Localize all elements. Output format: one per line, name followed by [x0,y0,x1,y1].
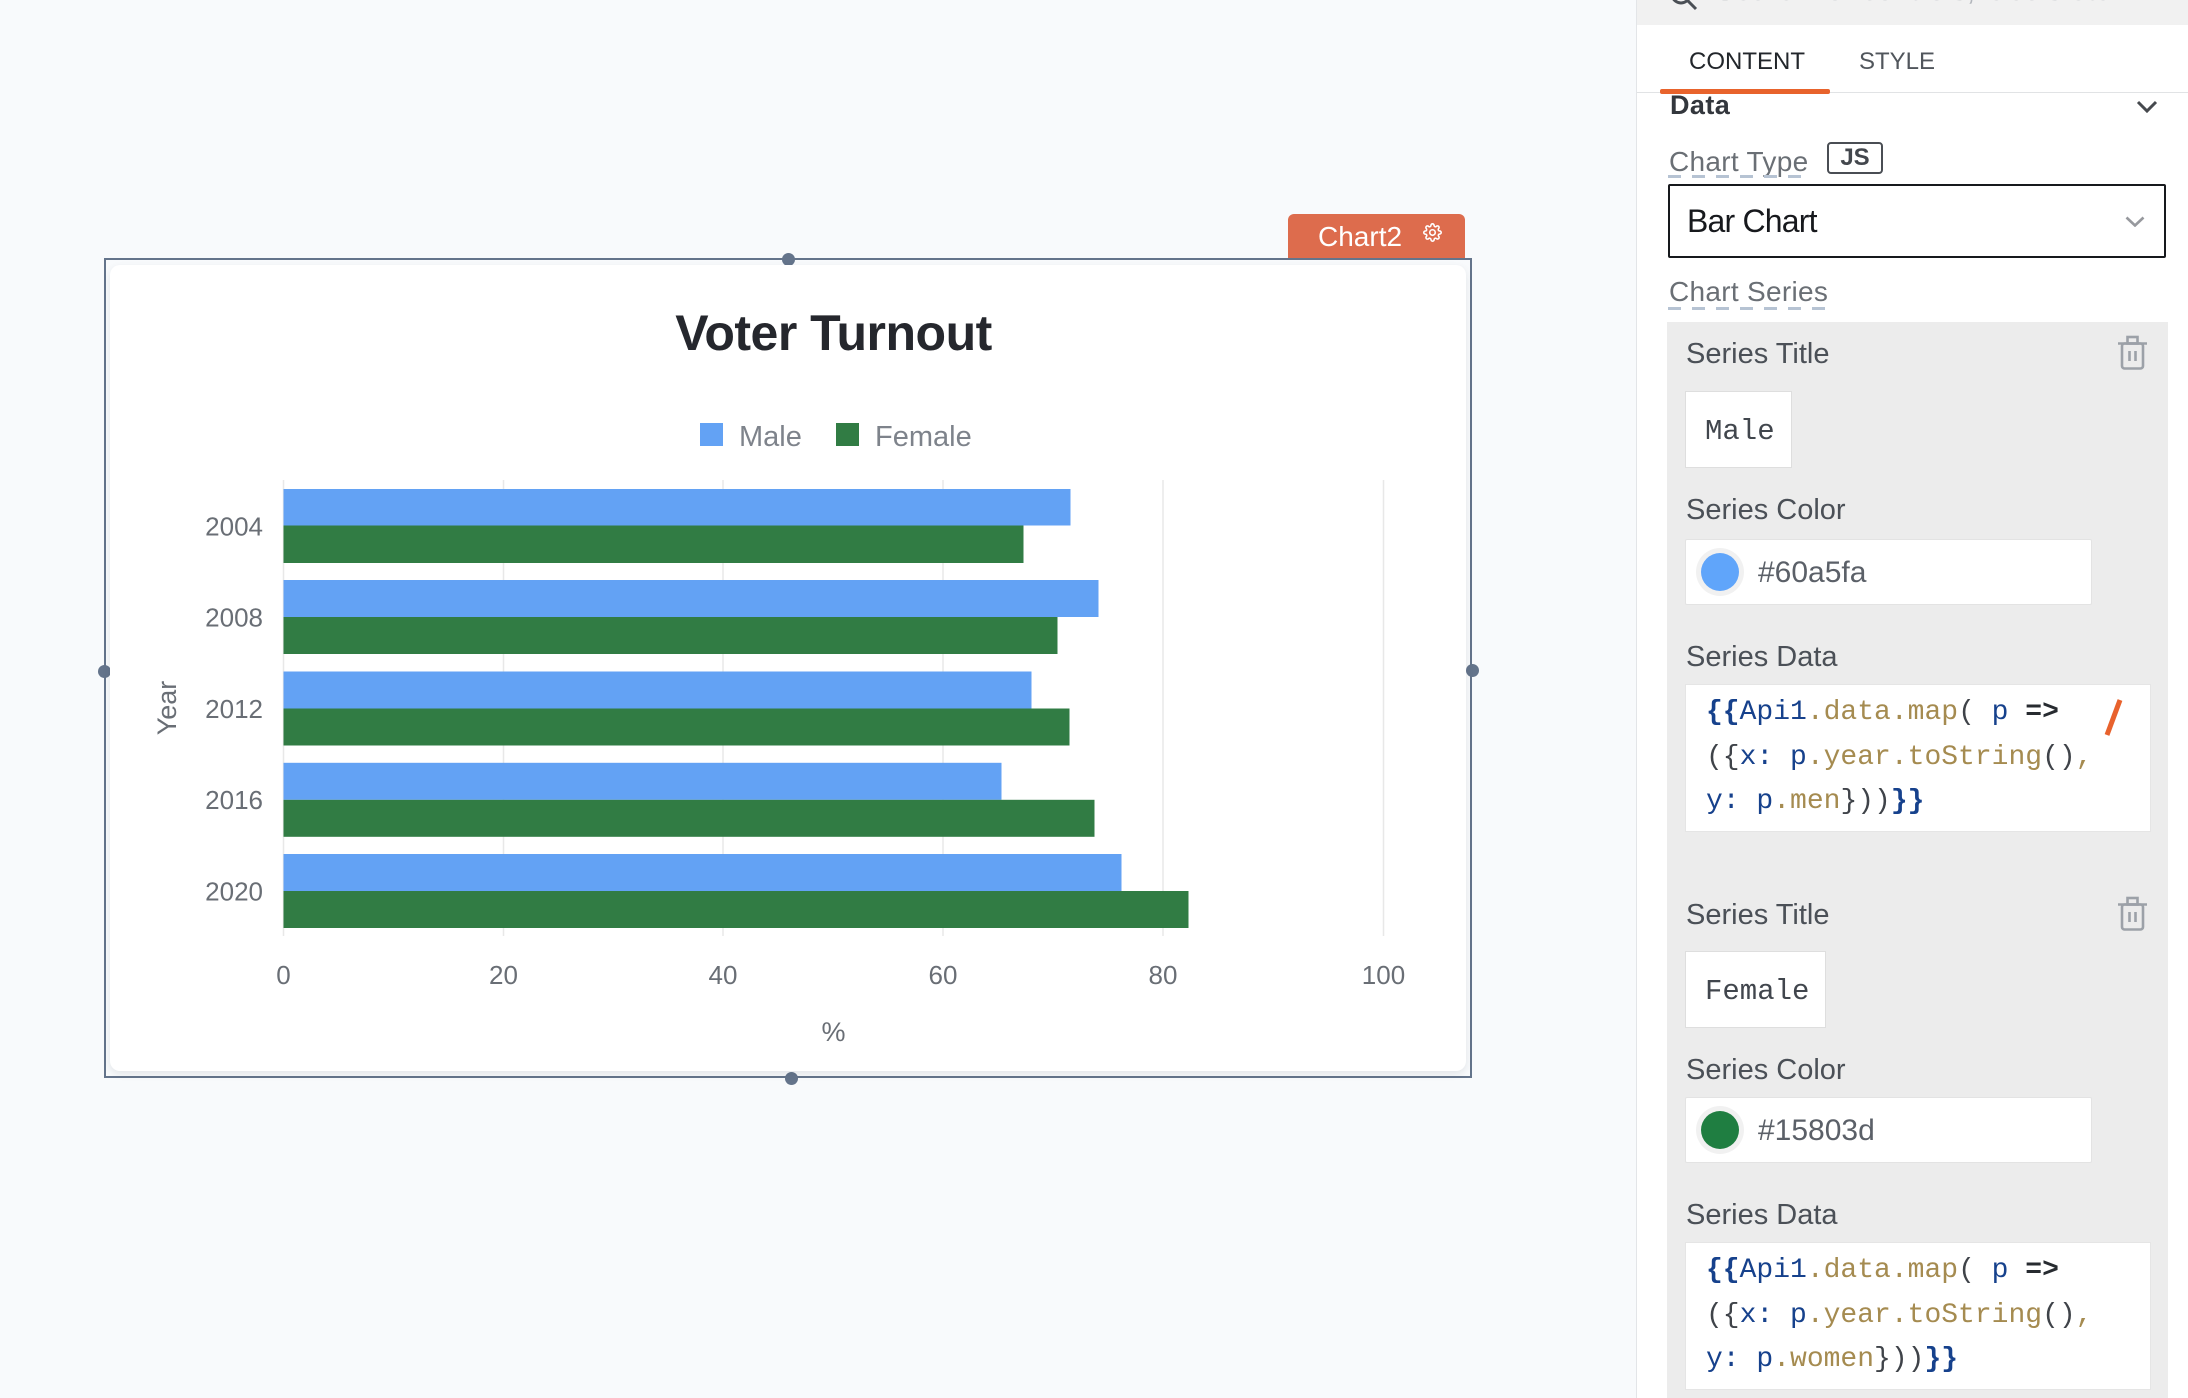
svg-text:%: % [821,1017,845,1047]
svg-text:2012: 2012 [205,694,263,724]
svg-text:2020: 2020 [205,876,263,906]
svg-text:20: 20 [489,960,518,990]
svg-text:2008: 2008 [205,603,263,633]
svg-text:40: 40 [709,960,738,990]
svg-text:Year: Year [152,681,182,736]
svg-text:Male: Male [739,421,802,453]
svg-text:80: 80 [1149,960,1178,990]
svg-text:0: 0 [276,960,290,990]
svg-text:Female: Female [875,421,972,453]
svg-text:2016: 2016 [205,785,263,815]
svg-text:100: 100 [1362,960,1405,990]
svg-text:60: 60 [929,960,958,990]
svg-text:2004: 2004 [205,511,263,541]
svg-text:Voter Turnout: Voter Turnout [675,305,992,361]
